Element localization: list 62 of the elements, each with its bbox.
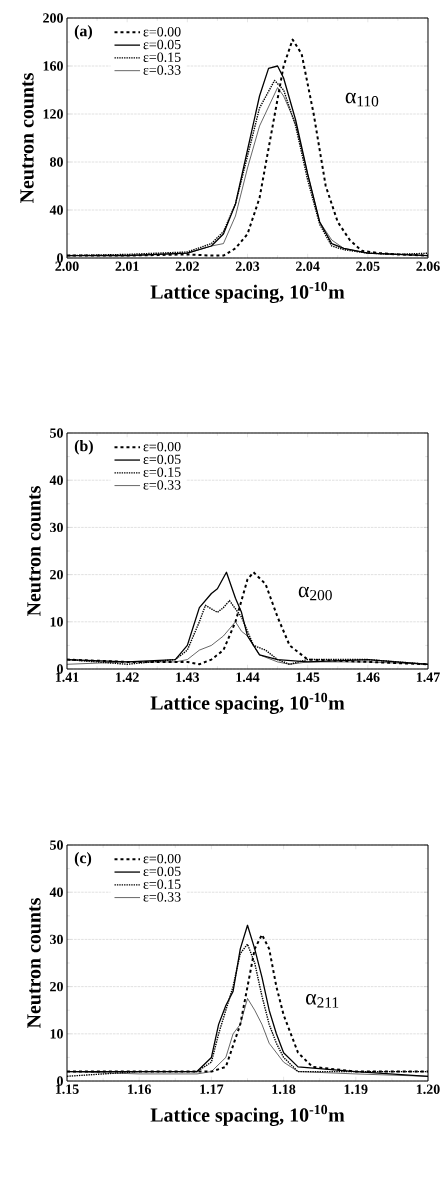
- y-tick-label: 80: [50, 157, 63, 167]
- x-tick-label: 1.41: [55, 672, 79, 682]
- legend-label: ε=0.00: [143, 441, 181, 452]
- x-tick-label: 2.00: [55, 261, 79, 271]
- legend-label: ε=0.05: [143, 454, 181, 465]
- legend-label: ε=0.00: [143, 26, 181, 37]
- x-axis-title: Lattice spacing, 10$^{-10}$m: [150, 692, 345, 714]
- y-tick-label: 30: [50, 522, 63, 533]
- legend-label: ε=0.33: [143, 65, 181, 75]
- y-axis-title: Neutron counts: [27, 486, 41, 617]
- x-tick-label: 1.47: [416, 672, 440, 682]
- legend-label: ε=0.33: [143, 480, 181, 490]
- y-tick-label: 50: [50, 428, 63, 438]
- x-tick-label: 2.03: [235, 261, 260, 271]
- x-tick-label: 2.06: [416, 261, 440, 271]
- y-tick-label: 20: [50, 981, 63, 992]
- x-tick-label: 2.02: [175, 261, 199, 271]
- legend-label: ε=0.05: [143, 866, 181, 877]
- x-tick-label: 1.19: [344, 1084, 368, 1094]
- x-axis-title: Lattice spacing, 10$^{-10}$m: [150, 1104, 345, 1127]
- legend-label: ε=0.00: [143, 853, 181, 864]
- x-tick-label: 1.20: [416, 1084, 440, 1095]
- y-tick-label: 0: [57, 1076, 63, 1086]
- x-tick-label: 2.01: [115, 261, 139, 271]
- y-tick-label: 0: [57, 253, 63, 263]
- y-tick-label: 200: [43, 13, 63, 23]
- y-axis-title: Neutron counts: [20, 73, 34, 204]
- x-tick-label: 2.05: [356, 261, 380, 271]
- x-tick-label: 1.42: [116, 672, 139, 682]
- y-tick-label: 160: [43, 61, 63, 71]
- legend-label: ε=0.15: [143, 467, 181, 477]
- x-tick-label: 1.17: [200, 1084, 224, 1094]
- annotation: α$_{211}$: [306, 994, 339, 1008]
- y-tick-label: 10: [50, 617, 63, 627]
- y-tick-label: 10: [50, 1029, 63, 1039]
- legend-label: ε=0.15: [143, 52, 181, 62]
- x-tick-label: 1.18: [272, 1084, 296, 1095]
- x-tick-label: 1.45: [296, 672, 320, 682]
- annotation: α$_{110}$: [345, 92, 379, 107]
- x-tick-label: 1.43: [176, 672, 200, 682]
- x-tick-label: 2.04: [296, 261, 320, 271]
- y-tick-label: 40: [49, 887, 63, 897]
- annotation: (c): [74, 852, 92, 867]
- y-tick-label: 20: [50, 569, 63, 580]
- annotation: (a): [74, 25, 93, 40]
- x-tick-label: 1.44: [236, 672, 260, 682]
- annotation: α$_{200}$: [298, 586, 332, 601]
- y-tick-label: 30: [50, 934, 63, 945]
- legend-label: ε=0.33: [143, 892, 181, 902]
- x-axis-title: Lattice spacing, 10$^{-10}$m: [150, 281, 345, 303]
- y-tick-label: 120: [43, 109, 63, 119]
- x-tick-label: 1.46: [356, 672, 380, 682]
- y-tick-label: 40: [49, 475, 63, 485]
- annotation: (b): [74, 440, 93, 455]
- x-tick-label: 1.15: [55, 1084, 79, 1094]
- x-tick-label: 1.16: [128, 1084, 151, 1094]
- y-tick-label: 0: [57, 664, 63, 674]
- y-tick-label: 40: [49, 205, 63, 215]
- y-tick-label: 50: [50, 840, 63, 850]
- legend-label: ε=0.05: [143, 39, 181, 50]
- y-axis-title: Neutron counts: [27, 898, 41, 1029]
- legend-label: ε=0.15: [143, 879, 181, 889]
